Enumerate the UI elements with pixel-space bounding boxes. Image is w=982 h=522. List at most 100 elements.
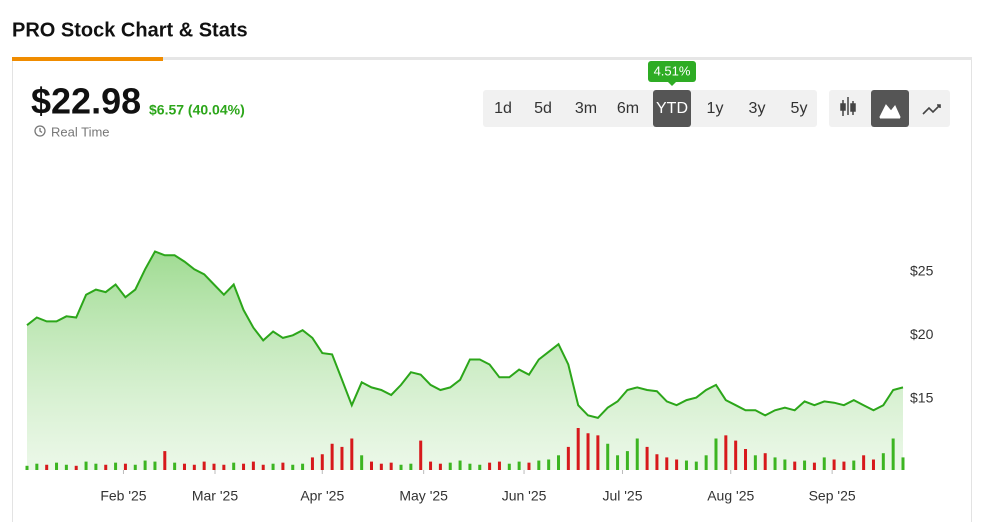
- volume-bar: [35, 463, 39, 470]
- range-button[interactable]: 5d: [534, 100, 552, 117]
- volume-bar: [45, 464, 49, 470]
- volume-bar: [675, 459, 679, 470]
- volume-bar: [25, 465, 29, 470]
- x-tick-label: Feb '25: [100, 488, 146, 504]
- volume-bar: [812, 462, 816, 470]
- real-time: Real Time: [51, 124, 110, 139]
- x-tick-label: Jul '25: [602, 488, 642, 504]
- volume-bar: [901, 457, 905, 470]
- volume-bar: [822, 457, 826, 470]
- volume-bar: [320, 454, 324, 470]
- volume-bar: [84, 461, 88, 470]
- price-line: [26, 250, 904, 420]
- line-button[interactable]: [922, 104, 941, 115]
- volume-bar: [173, 462, 177, 470]
- range-button[interactable]: YTD: [656, 100, 688, 117]
- volume-bar: [74, 465, 78, 470]
- volume-bar: [212, 463, 216, 470]
- area-fill: [27, 251, 903, 470]
- range-badge: [648, 61, 696, 82]
- volume-bar: [468, 463, 472, 470]
- volume-bar: [55, 462, 59, 470]
- volume-bar: [891, 438, 895, 470]
- volume-bar: [557, 455, 561, 470]
- volume-bar: [832, 459, 836, 470]
- volume-bar: [753, 455, 757, 470]
- y-tick-label: $25: [910, 263, 934, 279]
- volume-bar: [143, 460, 147, 470]
- volume-bar: [744, 449, 748, 470]
- price-change: $6.57 (40.04%): [149, 102, 245, 118]
- volume-bar: [64, 464, 68, 470]
- volume-bar: [379, 463, 383, 470]
- volume-bar: [684, 460, 688, 470]
- tab-active: [12, 57, 163, 61]
- volume-bar: [862, 455, 866, 470]
- volume-bar: [714, 438, 718, 470]
- clock-icon: [34, 125, 46, 137]
- tab-line: [12, 57, 972, 60]
- volume-bar: [360, 455, 364, 470]
- volume-bar: [153, 461, 157, 470]
- x-tick-label: Aug '25: [707, 488, 754, 504]
- volume-bar: [182, 463, 186, 470]
- volume-bar: [330, 443, 334, 470]
- volume-bar: [645, 446, 649, 470]
- volume-bar: [842, 461, 846, 470]
- volume-bar: [537, 460, 541, 470]
- volume-bar: [310, 457, 314, 470]
- volume-bar: [242, 463, 246, 470]
- page-title: PRO Stock Chart & Stats: [12, 19, 248, 41]
- range-button[interactable]: 3m: [575, 100, 597, 117]
- y-tick-label: $15: [910, 390, 934, 406]
- volume-bar: [783, 459, 787, 470]
- volume-bar: [163, 451, 167, 470]
- range-button[interactable]: 3y: [749, 100, 766, 117]
- volume-bar: [606, 443, 610, 470]
- range-button[interactable]: 1d: [494, 100, 512, 117]
- x-tick-label: Sep '25: [809, 488, 856, 504]
- area-button[interactable]: [871, 90, 909, 127]
- volume-bar: [576, 428, 580, 470]
- volume-bar: [340, 446, 344, 470]
- volume-bar: [369, 461, 373, 470]
- price: $22.98: [31, 81, 141, 122]
- volume-bar: [438, 463, 442, 470]
- volume-bar: [871, 459, 875, 470]
- range-button[interactable]: 1y: [707, 100, 724, 117]
- volume-bar: [261, 464, 265, 470]
- volume-bar: [133, 464, 137, 470]
- chart: $15 $20 $25 Feb '25 Mar '25 Apr '25 May '25 Jun…: [25, 250, 934, 504]
- volume-bar: [773, 457, 777, 470]
- volume-bar: [763, 453, 767, 470]
- volume-bar: [114, 462, 118, 470]
- volume-bar: [694, 461, 698, 470]
- volume-bar: [389, 462, 393, 470]
- range-button-active[interactable]: [653, 90, 691, 127]
- volume-bar: [271, 463, 275, 470]
- range-badge-pointer: [668, 82, 676, 86]
- candle-button[interactable]: [840, 97, 856, 116]
- volume-bar: [350, 438, 354, 470]
- volume-bar: [527, 462, 531, 470]
- volume-bar: [222, 464, 226, 470]
- volume-bar: [488, 462, 492, 470]
- volume-bar: [596, 435, 600, 470]
- volume-bar: [665, 457, 669, 470]
- volume-bar: [881, 453, 885, 470]
- volume-bar: [251, 461, 255, 470]
- volume-bar: [104, 464, 108, 470]
- volume-bar: [202, 461, 206, 470]
- y-tick-label: $20: [910, 326, 934, 342]
- volume-bar: [635, 438, 639, 470]
- volume-bar: [793, 461, 797, 470]
- volume-bar: [429, 461, 433, 470]
- range-group: [483, 90, 817, 127]
- volume-bar: [458, 460, 462, 470]
- range-button[interactable]: 5y: [791, 100, 808, 117]
- range-button[interactable]: 6m: [617, 100, 639, 117]
- volume-bar: [586, 433, 590, 470]
- x-tick-label: Jun '25: [502, 488, 547, 504]
